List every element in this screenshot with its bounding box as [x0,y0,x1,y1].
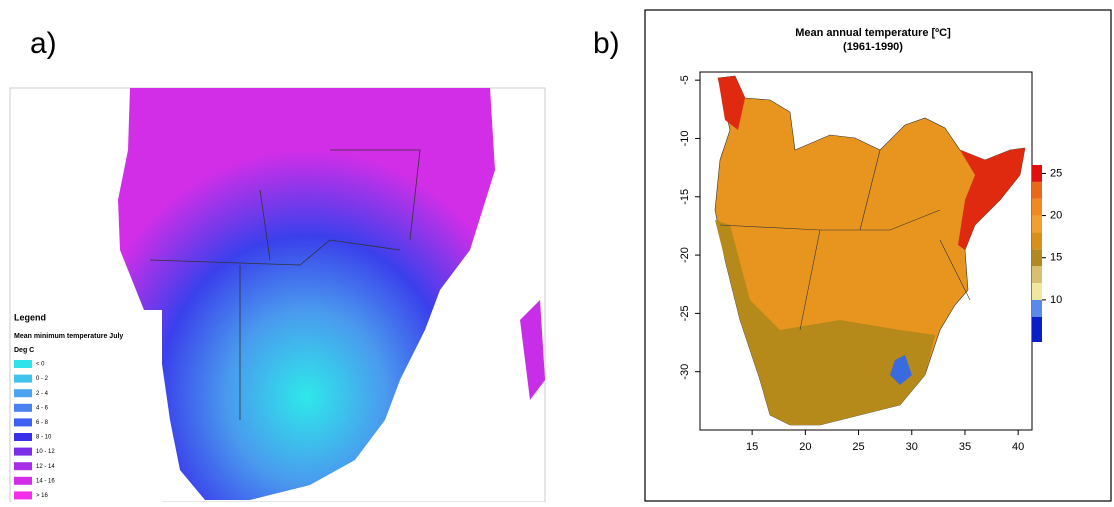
y-tick-label: -30 [679,364,691,380]
legend-swatch [14,404,32,412]
y-tick-label: -5 [679,75,691,85]
legend-label: 2 - 4 [36,391,49,397]
x-tick-label: 25 [852,441,864,453]
legend-label: 8 - 10 [36,435,52,441]
map-title: Mean annual temperature [ºC] [795,27,951,39]
panel-label: b) [593,27,620,60]
legend-swatch [14,360,32,368]
colorbar-tick-label: 20 [1050,209,1062,221]
x-tick-label: 35 [959,441,971,453]
colorbar-bin [1032,165,1042,182]
y-tick-label: -25 [679,305,691,321]
legend-swatch [14,375,32,383]
legend-swatch [14,462,32,470]
legend-swatch [14,477,32,485]
legend-label: > 16 [36,493,49,499]
colorbar-bin [1032,283,1042,300]
x-tick-label: 40 [1012,441,1024,453]
colorbar-bin [1032,300,1042,317]
legend-title: Legend [14,312,46,322]
colorbar-bin [1032,216,1042,233]
legend-label: 12 - 14 [36,464,55,470]
colorbar-bin [1032,182,1042,199]
x-tick-label: 30 [906,441,918,453]
colorbar-bin [1032,249,1042,266]
figure: a) Legend Mean minimum temperature July … [0,0,1114,502]
x-tick-label: 20 [799,441,811,453]
colorbar-bin [1032,232,1042,249]
colorbar-bin [1032,266,1042,283]
legend-swatch [14,418,32,426]
legend-label: 4 - 6 [36,405,49,411]
legend-label: 14 - 16 [36,478,55,484]
colorbar-bin [1032,317,1042,342]
x-tick-label: 15 [746,441,758,453]
colorbar-tick-label: 15 [1050,252,1062,264]
panel-label: a) [30,27,57,60]
legend-swatch [14,491,32,499]
legend-label: 6 - 8 [36,420,49,426]
y-tick-label: -20 [679,247,691,263]
legend-swatch [14,433,32,441]
map-subtitle: (1961-1990) [843,41,903,53]
colorbar-tick-label: 10 [1050,294,1062,306]
page: a) Legend Mean minimum temperature July … [0,0,1114,502]
y-tick-label: -10 [679,131,691,147]
legend-label: 10 - 12 [36,449,55,455]
colorbar-tick-label: 25 [1050,167,1062,179]
legend-unit: Deg C [14,347,34,354]
legend-subtitle: Mean minimum temperature July [14,333,123,340]
legend-swatch [14,389,32,397]
legend-label: 0 - 2 [36,376,49,382]
legend-label: < 0 [36,362,45,368]
y-tick-label: -15 [679,189,691,205]
colorbar-bin [1032,199,1042,216]
legend-swatch [14,448,32,456]
